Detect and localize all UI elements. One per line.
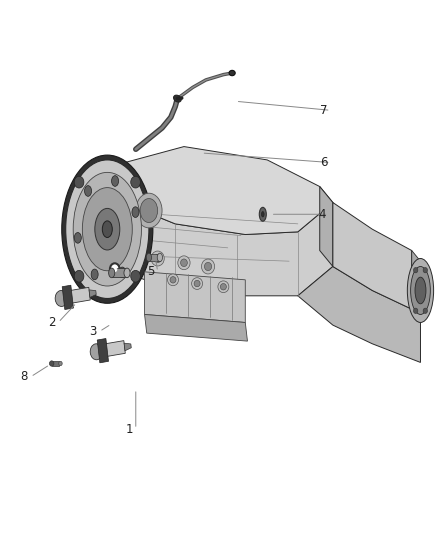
Text: 6: 6 xyxy=(320,156,328,169)
Ellipse shape xyxy=(124,268,130,278)
Ellipse shape xyxy=(194,280,200,287)
Ellipse shape xyxy=(132,207,139,217)
Ellipse shape xyxy=(136,193,162,228)
Ellipse shape xyxy=(140,199,158,223)
Ellipse shape xyxy=(95,208,120,250)
Polygon shape xyxy=(101,187,123,272)
Polygon shape xyxy=(149,254,160,261)
Text: 2: 2 xyxy=(48,316,56,329)
Ellipse shape xyxy=(413,268,418,273)
Ellipse shape xyxy=(102,221,112,238)
Ellipse shape xyxy=(220,284,226,290)
Ellipse shape xyxy=(168,274,179,286)
Polygon shape xyxy=(89,290,96,297)
Ellipse shape xyxy=(154,254,161,263)
Polygon shape xyxy=(320,187,333,266)
Ellipse shape xyxy=(82,188,132,271)
Ellipse shape xyxy=(157,253,162,262)
Polygon shape xyxy=(124,343,131,351)
Ellipse shape xyxy=(423,308,427,313)
Ellipse shape xyxy=(180,259,187,266)
Ellipse shape xyxy=(261,212,264,217)
Polygon shape xyxy=(145,272,245,322)
Polygon shape xyxy=(95,341,125,358)
Ellipse shape xyxy=(415,277,426,304)
Ellipse shape xyxy=(91,269,98,280)
Ellipse shape xyxy=(410,266,430,314)
Ellipse shape xyxy=(74,270,84,282)
Ellipse shape xyxy=(49,361,54,366)
Ellipse shape xyxy=(85,185,92,196)
Polygon shape xyxy=(333,203,412,309)
Ellipse shape xyxy=(178,256,190,270)
Text: 3: 3 xyxy=(89,325,96,338)
Ellipse shape xyxy=(131,270,140,282)
Polygon shape xyxy=(412,251,420,320)
Ellipse shape xyxy=(74,176,84,188)
Text: 5: 5 xyxy=(148,265,155,278)
Ellipse shape xyxy=(109,268,115,278)
Text: 8: 8 xyxy=(21,370,28,383)
Ellipse shape xyxy=(407,259,434,322)
Ellipse shape xyxy=(205,262,212,271)
Ellipse shape xyxy=(229,70,235,76)
Polygon shape xyxy=(97,338,109,363)
Ellipse shape xyxy=(173,95,181,102)
Text: 4: 4 xyxy=(318,208,326,221)
Polygon shape xyxy=(52,361,59,366)
Ellipse shape xyxy=(59,361,62,366)
Ellipse shape xyxy=(74,232,81,243)
Ellipse shape xyxy=(151,251,164,266)
Polygon shape xyxy=(298,266,420,362)
Text: 7: 7 xyxy=(320,104,328,117)
Ellipse shape xyxy=(113,266,117,272)
Polygon shape xyxy=(123,203,333,296)
Ellipse shape xyxy=(119,267,126,278)
Ellipse shape xyxy=(62,155,153,303)
Ellipse shape xyxy=(170,277,176,283)
Ellipse shape xyxy=(110,263,120,275)
Ellipse shape xyxy=(55,290,67,306)
Polygon shape xyxy=(112,268,127,277)
Ellipse shape xyxy=(201,259,215,274)
Polygon shape xyxy=(60,287,90,305)
Ellipse shape xyxy=(413,308,418,313)
Ellipse shape xyxy=(423,268,427,273)
Ellipse shape xyxy=(192,278,202,289)
Ellipse shape xyxy=(73,172,141,286)
Ellipse shape xyxy=(131,176,140,188)
Polygon shape xyxy=(101,147,333,235)
Ellipse shape xyxy=(66,160,149,298)
Ellipse shape xyxy=(218,281,229,293)
Polygon shape xyxy=(62,285,74,310)
Text: 1: 1 xyxy=(125,423,133,435)
Ellipse shape xyxy=(259,207,266,221)
Ellipse shape xyxy=(112,176,119,187)
Ellipse shape xyxy=(90,344,102,360)
Polygon shape xyxy=(145,314,247,341)
Ellipse shape xyxy=(146,253,152,262)
